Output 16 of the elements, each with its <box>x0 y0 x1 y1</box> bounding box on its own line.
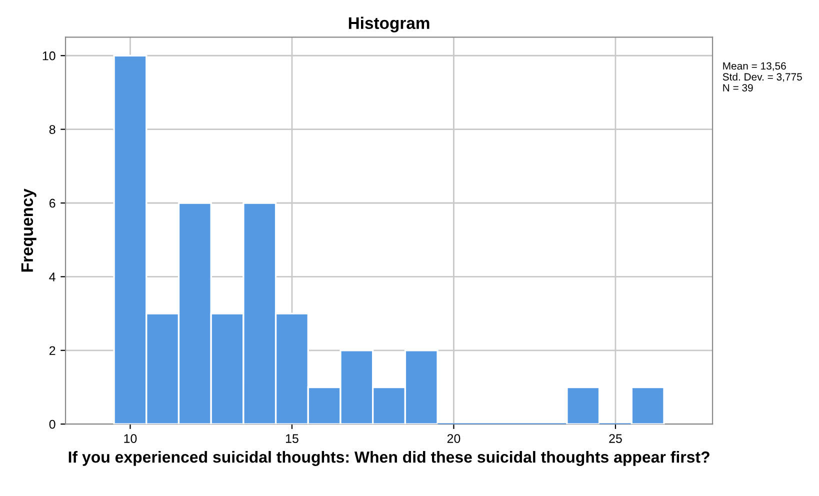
y-tick-label: 2 <box>49 346 56 355</box>
y-tick-label: 6 <box>49 198 56 208</box>
x-tick-label: 10 <box>124 434 137 443</box>
x-axis-title: If you experienced suicidal thoughts: When did these suicidal thoughts appear first? <box>68 451 710 466</box>
chart-title: Histogram <box>348 16 430 32</box>
y-tick-label: 8 <box>49 125 56 134</box>
x-tick-label: 15 <box>286 434 298 443</box>
text: N = 39 <box>723 84 753 92</box>
y-tick-label: 4 <box>49 272 56 282</box>
x-tick-label: 20 <box>447 434 460 443</box>
y-tick-label: 10 <box>42 51 56 60</box>
y-tick-label: 0 <box>49 420 56 429</box>
x-tick-label: 25 <box>609 434 622 443</box>
text: Mean = 13,56 <box>723 62 786 71</box>
text: Std. Dev. = 3,775 <box>722 72 802 82</box>
y-axis-title: Frequency <box>21 188 36 272</box>
